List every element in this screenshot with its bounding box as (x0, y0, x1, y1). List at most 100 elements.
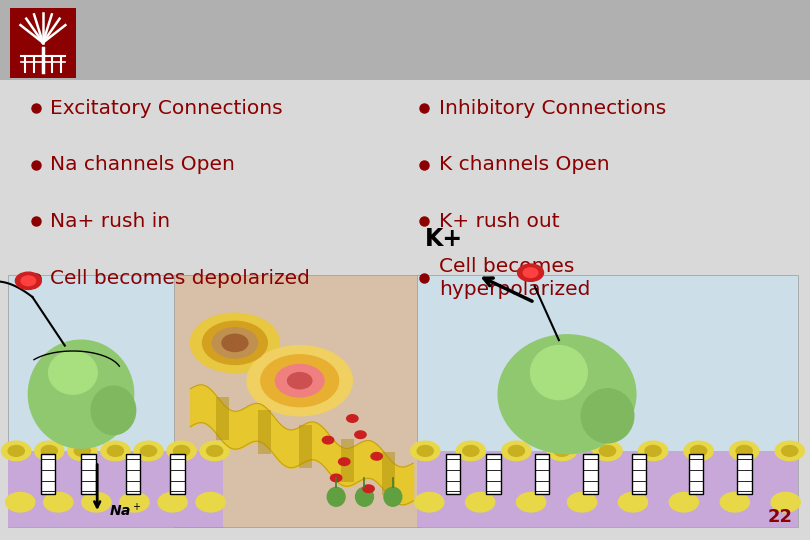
FancyBboxPatch shape (535, 454, 549, 494)
Circle shape (101, 441, 130, 461)
Text: Cell becomes depolarized: Cell becomes depolarized (50, 268, 310, 288)
Circle shape (6, 492, 35, 512)
FancyBboxPatch shape (300, 425, 313, 468)
FancyBboxPatch shape (688, 454, 703, 494)
Circle shape (82, 492, 111, 512)
Circle shape (75, 446, 91, 456)
Circle shape (568, 492, 597, 512)
Circle shape (173, 446, 190, 456)
Circle shape (782, 446, 798, 456)
Circle shape (548, 441, 577, 461)
FancyBboxPatch shape (382, 452, 395, 495)
Text: Excitatory Connections: Excitatory Connections (50, 98, 283, 118)
Ellipse shape (49, 351, 97, 394)
FancyBboxPatch shape (417, 451, 798, 526)
FancyBboxPatch shape (446, 454, 460, 494)
Text: K+ rush out: K+ rush out (439, 212, 560, 231)
Circle shape (502, 441, 531, 461)
FancyBboxPatch shape (0, 80, 810, 540)
Ellipse shape (327, 487, 345, 507)
FancyBboxPatch shape (8, 451, 223, 526)
Circle shape (322, 436, 334, 444)
Circle shape (415, 492, 444, 512)
FancyBboxPatch shape (126, 454, 140, 494)
Circle shape (275, 364, 324, 397)
Circle shape (775, 441, 804, 461)
Circle shape (355, 431, 366, 438)
Circle shape (35, 441, 64, 461)
Circle shape (599, 446, 616, 456)
FancyBboxPatch shape (174, 275, 421, 526)
Circle shape (68, 441, 97, 461)
Circle shape (44, 492, 73, 512)
Text: Na channels Open: Na channels Open (50, 155, 235, 174)
Text: Na+ rush in: Na+ rush in (50, 212, 170, 231)
Circle shape (288, 373, 312, 389)
Circle shape (200, 441, 229, 461)
FancyBboxPatch shape (417, 275, 798, 526)
Text: 22: 22 (767, 509, 792, 526)
Ellipse shape (28, 340, 134, 448)
Ellipse shape (581, 389, 634, 443)
Circle shape (517, 492, 546, 512)
Circle shape (212, 328, 258, 358)
Circle shape (771, 492, 800, 512)
FancyBboxPatch shape (632, 454, 646, 494)
Circle shape (618, 492, 647, 512)
FancyBboxPatch shape (170, 454, 185, 494)
Circle shape (463, 446, 479, 456)
Ellipse shape (91, 386, 136, 435)
Circle shape (411, 441, 440, 461)
FancyBboxPatch shape (258, 410, 271, 454)
FancyBboxPatch shape (486, 454, 501, 494)
Circle shape (684, 441, 714, 461)
Text: Cell becomes
hyperpolarized: Cell becomes hyperpolarized (439, 257, 590, 299)
Circle shape (371, 453, 382, 460)
Text: K channels Open: K channels Open (439, 155, 610, 174)
Circle shape (21, 276, 36, 286)
Circle shape (730, 441, 759, 461)
FancyBboxPatch shape (737, 454, 752, 494)
Circle shape (15, 272, 41, 289)
Circle shape (638, 441, 667, 461)
Circle shape (669, 492, 698, 512)
Circle shape (509, 446, 525, 456)
Circle shape (41, 446, 58, 456)
FancyBboxPatch shape (8, 275, 223, 526)
FancyBboxPatch shape (341, 438, 354, 482)
Circle shape (2, 441, 31, 461)
Text: K+: K+ (425, 227, 463, 251)
Circle shape (190, 313, 279, 373)
FancyBboxPatch shape (216, 397, 229, 440)
FancyBboxPatch shape (583, 454, 598, 494)
Circle shape (134, 441, 163, 461)
Text: Na$^+$: Na$^+$ (109, 503, 142, 520)
Circle shape (120, 492, 149, 512)
Ellipse shape (531, 346, 587, 400)
Text: Inhibitory Connections: Inhibitory Connections (439, 98, 667, 118)
FancyBboxPatch shape (0, 0, 810, 80)
Circle shape (158, 492, 187, 512)
Circle shape (736, 446, 752, 456)
Circle shape (466, 492, 495, 512)
Circle shape (330, 474, 342, 482)
Ellipse shape (384, 487, 402, 507)
Circle shape (720, 492, 749, 512)
FancyBboxPatch shape (40, 454, 55, 494)
Circle shape (347, 415, 358, 422)
Circle shape (363, 485, 374, 492)
Circle shape (518, 264, 544, 281)
Circle shape (222, 334, 248, 352)
Circle shape (247, 346, 352, 416)
Circle shape (523, 268, 538, 278)
Circle shape (645, 446, 661, 456)
Circle shape (107, 446, 123, 456)
FancyBboxPatch shape (81, 454, 96, 494)
Ellipse shape (498, 335, 636, 454)
FancyBboxPatch shape (10, 8, 76, 78)
Circle shape (140, 446, 156, 456)
Circle shape (196, 492, 225, 512)
Circle shape (261, 355, 339, 407)
Circle shape (417, 446, 433, 456)
Circle shape (554, 446, 570, 456)
